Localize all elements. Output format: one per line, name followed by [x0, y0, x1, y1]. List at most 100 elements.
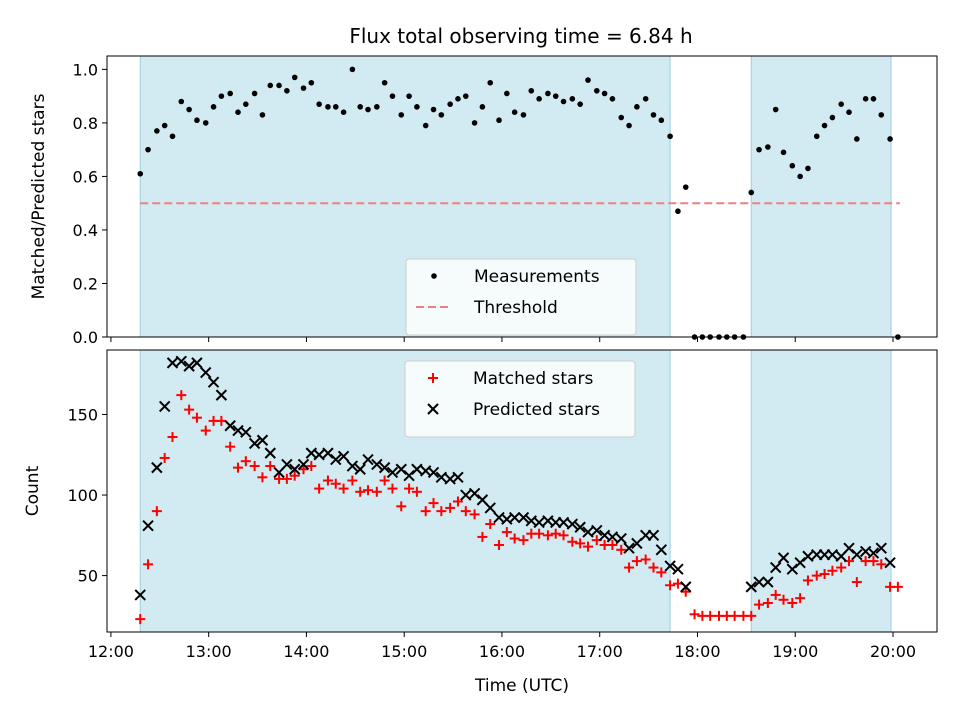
y-axis-label: Count [23, 465, 43, 516]
x-tick-label: 18:00 [674, 642, 720, 661]
predicted-stars-point [762, 576, 774, 588]
matched-stars-point [355, 486, 366, 497]
predicted-stars-point [631, 537, 643, 550]
matched-stars-point [802, 575, 813, 586]
measurement-point [520, 112, 527, 118]
predicted-stars-point [134, 589, 146, 601]
matched-stars-point [640, 554, 651, 565]
measurement-point [511, 109, 518, 115]
matched-stars-point [298, 464, 309, 475]
measurement-point [487, 79, 494, 86]
predicted-stars-point [566, 518, 579, 530]
matched-stars-point [176, 390, 187, 401]
measurement-point [560, 98, 567, 105]
predicted-stars-point [435, 471, 448, 484]
matched-stars-point [411, 486, 422, 497]
predicted-stars-point [851, 548, 863, 561]
measurement-point [325, 104, 331, 110]
measurement-point [316, 101, 322, 107]
matched-stars-point [795, 593, 806, 604]
predicted-stars-point [175, 355, 188, 367]
measurement-point [577, 101, 583, 107]
matched-stars-point [762, 597, 773, 608]
measurement-point [748, 189, 755, 196]
predicted-stars-point [281, 458, 293, 471]
predicted-stars-point [777, 552, 790, 564]
legend-marker-x [427, 403, 439, 415]
measurement-point [340, 109, 347, 115]
predicted-stars-point [517, 511, 530, 524]
predicted-stars-point [508, 511, 521, 524]
matched-stars-point [680, 586, 691, 597]
predicted-stars-point [215, 389, 228, 401]
measurement-point [585, 77, 591, 83]
matched-stars-point [819, 568, 830, 579]
measurement-point [650, 112, 657, 118]
matched-stars-point [509, 533, 520, 544]
matched-stars-point [404, 483, 415, 494]
measurement-point [430, 106, 437, 113]
matched-stars-point [322, 475, 333, 486]
legend-marker-plus [428, 373, 438, 383]
axes-frame [106, 55, 938, 338]
measurement-point [496, 117, 502, 124]
predicted-stars-point [574, 521, 586, 533]
matched-stars-point [216, 415, 227, 426]
legend: Measurements Threshold [405, 258, 637, 336]
predicted-stars-point [826, 548, 839, 561]
predicted-stars-point [452, 471, 464, 484]
measurement-point [552, 93, 559, 99]
measurement-point [569, 96, 576, 102]
measurement-point [626, 122, 632, 129]
measurement-point [536, 96, 542, 102]
matched-stars-point [851, 577, 862, 588]
y-tick-label: 0.8 [73, 114, 98, 133]
predicted-stars-point [647, 529, 660, 542]
measurement-point [829, 114, 836, 121]
measurement-point [194, 117, 200, 124]
y-tick-label: 100 [67, 486, 98, 505]
measurement-point [291, 74, 298, 81]
measurement-point [878, 112, 885, 118]
measurement-point [528, 87, 535, 94]
x-tick-label: 20:00 [870, 642, 916, 661]
predicted-stars-point [191, 357, 203, 369]
measurement-point [145, 146, 151, 153]
measurement-point [267, 82, 274, 89]
y-tick-label: 1.0 [73, 60, 98, 79]
predicted-stars-point [240, 426, 252, 438]
measurement-point [765, 144, 771, 150]
matched-stars-point [631, 556, 642, 567]
matched-stars-point [876, 559, 887, 570]
matched-stars-point [460, 506, 471, 517]
measurement-point [235, 109, 241, 115]
matched-stars-point [289, 470, 300, 481]
measurement-point [438, 112, 445, 118]
measurement-point [178, 98, 185, 105]
predicted-stars-point [591, 524, 603, 537]
predicted-stars-point [769, 561, 782, 574]
matched-stars-point [550, 528, 561, 539]
x-tick-label: 17:00 [577, 642, 623, 661]
predicted-stars-point [183, 360, 195, 372]
predicted-stars-point [288, 463, 301, 475]
measurement-point [259, 112, 266, 118]
y-tick-label: 50 [78, 567, 98, 586]
predicted-stars-point [680, 581, 692, 593]
matched-stars-point [518, 535, 529, 546]
matched-stars-point [582, 541, 593, 552]
predicted-stars-point [264, 447, 276, 459]
matched-stars-point [257, 472, 268, 483]
y-tick-label: 0.6 [73, 167, 98, 186]
matched-stars-point [306, 461, 317, 472]
predicted-stars-point [297, 458, 310, 471]
x-tick-label: 12:00 [88, 642, 134, 661]
predicted-stars-point [460, 489, 472, 501]
measurement-point [300, 85, 307, 91]
matched-stars-point [314, 483, 325, 494]
measurement-point [357, 104, 364, 110]
matched-stars-point [558, 530, 569, 541]
measurement-point [805, 165, 811, 172]
measurement-point [618, 114, 625, 121]
